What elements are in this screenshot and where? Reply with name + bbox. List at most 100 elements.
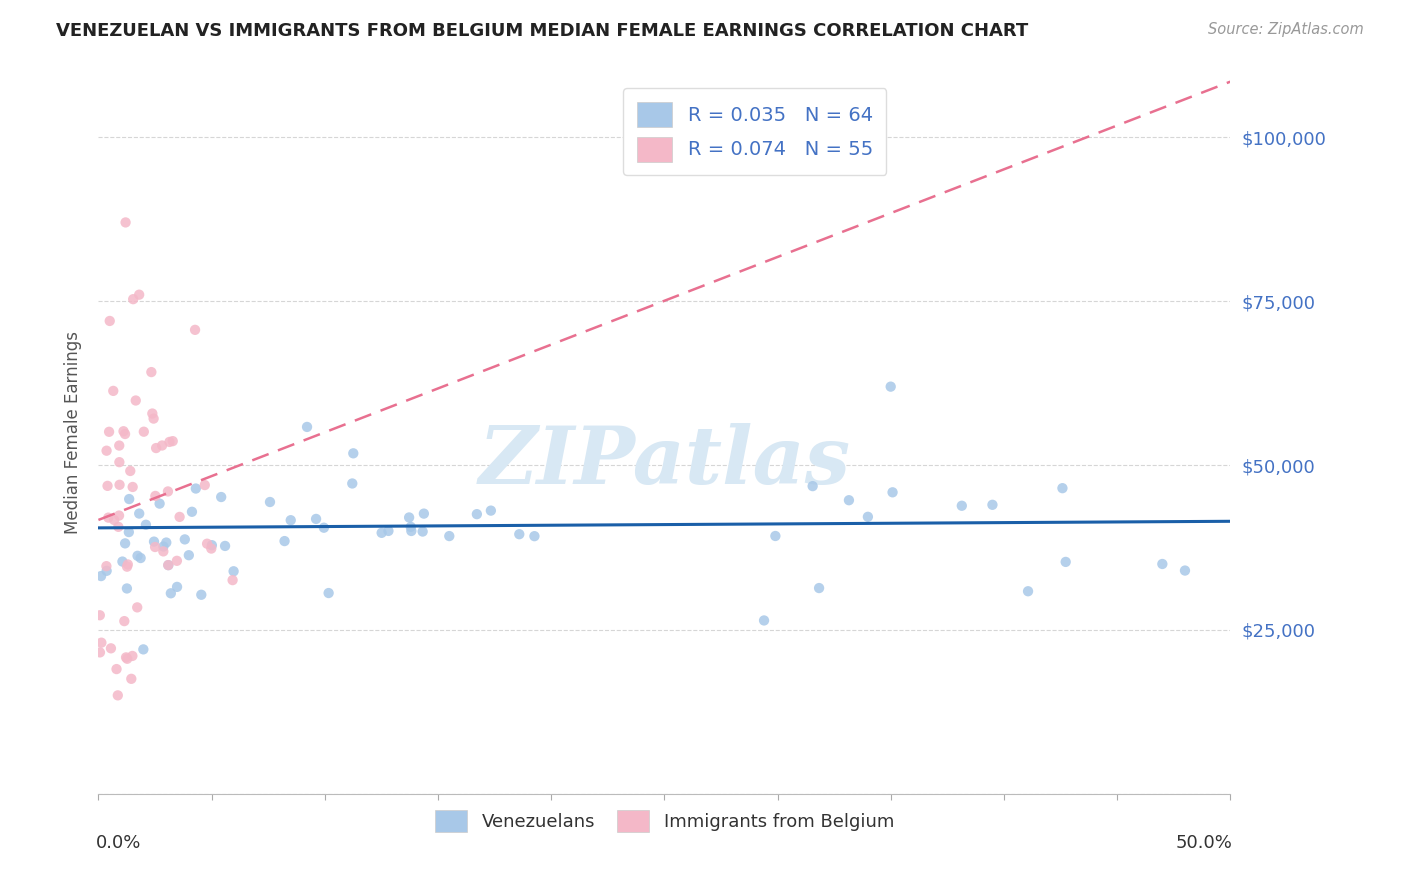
Point bbox=[96, 559, 118, 574]
Point bbox=[1174, 564, 1197, 578]
Point bbox=[190, 588, 212, 602]
Point bbox=[342, 476, 364, 491]
Point bbox=[157, 558, 180, 573]
Point bbox=[120, 464, 142, 478]
Point bbox=[121, 480, 143, 494]
Point bbox=[222, 564, 245, 578]
Point bbox=[838, 493, 860, 508]
Point bbox=[127, 600, 149, 615]
Point bbox=[90, 569, 112, 583]
Point bbox=[312, 521, 335, 535]
Point bbox=[273, 534, 295, 549]
Point bbox=[118, 525, 141, 540]
Point bbox=[950, 499, 973, 513]
Point bbox=[214, 539, 236, 553]
Point bbox=[122, 292, 145, 306]
Point bbox=[132, 642, 155, 657]
Point bbox=[280, 513, 302, 527]
Point bbox=[1152, 557, 1174, 571]
Point bbox=[145, 489, 167, 503]
Point bbox=[115, 559, 138, 574]
Point bbox=[98, 425, 121, 439]
Point bbox=[318, 586, 340, 600]
Point bbox=[112, 424, 135, 438]
Point bbox=[108, 439, 131, 453]
Point bbox=[152, 540, 174, 554]
Point bbox=[96, 479, 118, 493]
Point bbox=[1054, 555, 1077, 569]
Point bbox=[401, 524, 423, 538]
Point bbox=[103, 513, 125, 527]
Point bbox=[181, 505, 204, 519]
Point bbox=[125, 393, 148, 408]
Point bbox=[117, 558, 139, 572]
Point bbox=[160, 586, 183, 600]
Point bbox=[801, 479, 824, 493]
Point bbox=[121, 648, 143, 663]
Point bbox=[295, 420, 318, 434]
Point bbox=[150, 438, 173, 452]
Point bbox=[159, 434, 181, 449]
Point bbox=[412, 524, 434, 539]
Text: 0.0%: 0.0% bbox=[96, 834, 142, 852]
Point bbox=[141, 407, 163, 421]
Point bbox=[194, 478, 217, 492]
Point bbox=[465, 507, 488, 521]
Point bbox=[141, 365, 163, 379]
Point bbox=[115, 582, 138, 596]
Point bbox=[142, 411, 165, 425]
Point bbox=[209, 490, 232, 504]
Point bbox=[305, 512, 328, 526]
Point bbox=[152, 544, 174, 558]
Point bbox=[108, 455, 131, 469]
Point bbox=[114, 215, 136, 229]
Point bbox=[100, 641, 122, 656]
Point bbox=[96, 564, 118, 578]
Text: VENEZUELAN VS IMMIGRANTS FROM BELGIUM MEDIAN FEMALE EARNINGS CORRELATION CHART: VENEZUELAN VS IMMIGRANTS FROM BELGIUM ME… bbox=[56, 22, 1029, 40]
Point bbox=[342, 446, 364, 460]
Point bbox=[1017, 584, 1039, 599]
Point bbox=[135, 517, 157, 532]
Point bbox=[114, 536, 136, 550]
Point bbox=[169, 509, 191, 524]
Point bbox=[96, 443, 118, 458]
Text: 50.0%: 50.0% bbox=[1175, 834, 1233, 852]
Point bbox=[114, 427, 136, 442]
Point bbox=[98, 314, 121, 328]
Point bbox=[195, 537, 218, 551]
Point bbox=[129, 551, 152, 566]
Point bbox=[90, 635, 112, 649]
Point bbox=[128, 287, 150, 301]
Point bbox=[479, 503, 502, 517]
Point bbox=[880, 379, 903, 393]
Point bbox=[259, 495, 281, 509]
Point bbox=[399, 520, 422, 534]
Point bbox=[115, 650, 138, 665]
Point bbox=[763, 529, 786, 543]
Point bbox=[89, 608, 111, 623]
Point bbox=[752, 614, 775, 628]
Point bbox=[412, 507, 434, 521]
Point bbox=[111, 555, 134, 569]
Point bbox=[107, 520, 129, 534]
Point bbox=[508, 527, 530, 541]
Point bbox=[107, 689, 129, 703]
Y-axis label: Median Female Earnings: Median Female Earnings bbox=[63, 331, 82, 534]
Point bbox=[120, 672, 142, 686]
Point bbox=[173, 533, 195, 547]
Point bbox=[221, 573, 243, 587]
Point bbox=[132, 425, 155, 439]
Point bbox=[145, 441, 167, 455]
Point bbox=[118, 491, 141, 506]
Point bbox=[439, 529, 461, 543]
Point bbox=[143, 534, 166, 549]
Text: Source: ZipAtlas.com: Source: ZipAtlas.com bbox=[1208, 22, 1364, 37]
Point bbox=[89, 645, 111, 659]
Point bbox=[856, 509, 879, 524]
Point bbox=[127, 549, 149, 563]
Point bbox=[184, 323, 207, 337]
Point bbox=[157, 558, 180, 573]
Point bbox=[97, 510, 120, 524]
Text: ZIPatlas: ZIPatlas bbox=[478, 423, 851, 500]
Point bbox=[162, 434, 184, 449]
